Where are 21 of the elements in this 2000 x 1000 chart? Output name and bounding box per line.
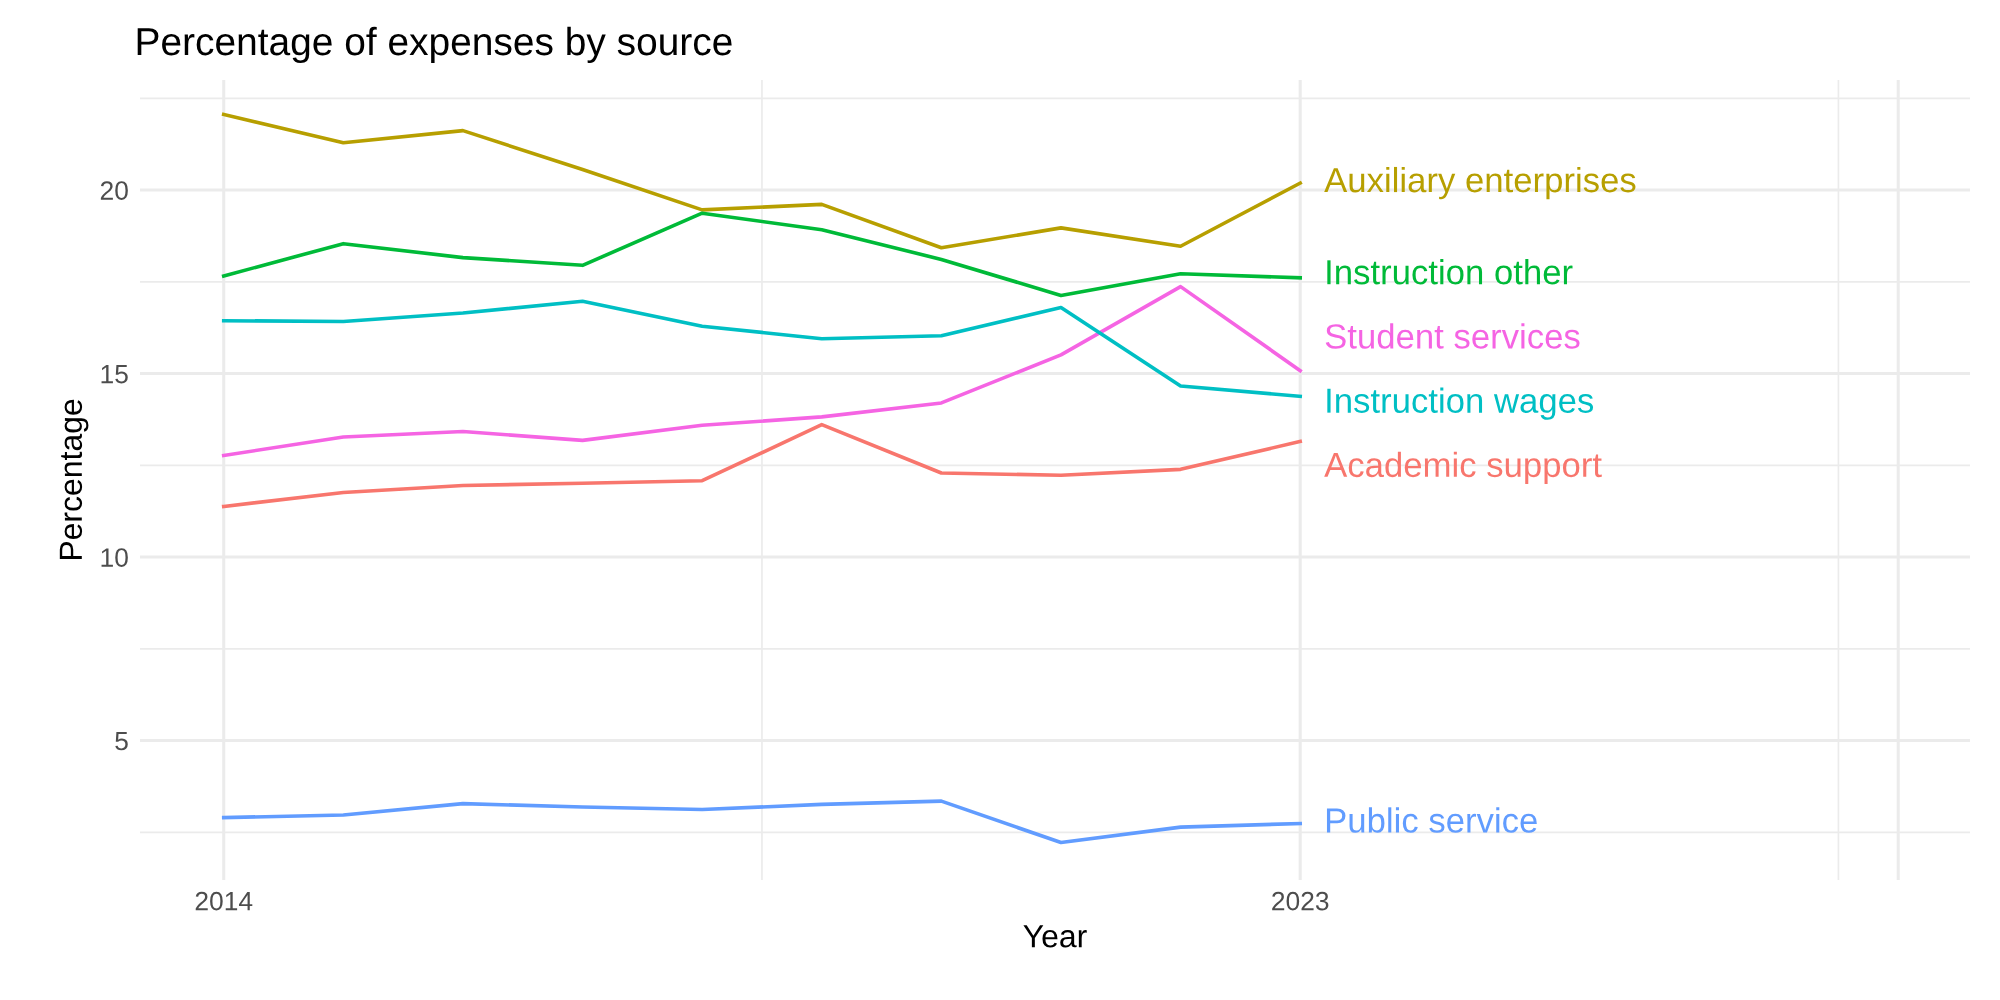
x-tick-label: 2014 [195, 891, 253, 911]
line-series [221, 422, 1303, 509]
x-tick-label: 2023 [1272, 891, 1329, 911]
line-series [221, 284, 1303, 458]
line-series [221, 112, 1303, 250]
y-tick-label: 5 [115, 731, 128, 751]
series-label: Public service [1326, 807, 1537, 833]
series-label: Instruction wages [1327, 387, 1594, 420]
line-series [221, 211, 1303, 298]
y-tick-label: 15 [101, 364, 128, 384]
line-series [221, 299, 1303, 399]
series-label: Academic support [1324, 451, 1602, 485]
x-axis-title: Year [1023, 925, 1087, 948]
chart-title: Percentage of expenses by source [137, 26, 732, 64]
series-label: Instruction other [1327, 259, 1573, 285]
series-label: Student services [1325, 323, 1580, 349]
y-tick-label: 20 [100, 181, 128, 200]
series-label: Auxiliary enterprises [1324, 166, 1636, 200]
line-series [221, 799, 1303, 845]
y-axis-title: Percentage [59, 399, 89, 560]
y-tick-label: 10 [101, 548, 128, 567]
